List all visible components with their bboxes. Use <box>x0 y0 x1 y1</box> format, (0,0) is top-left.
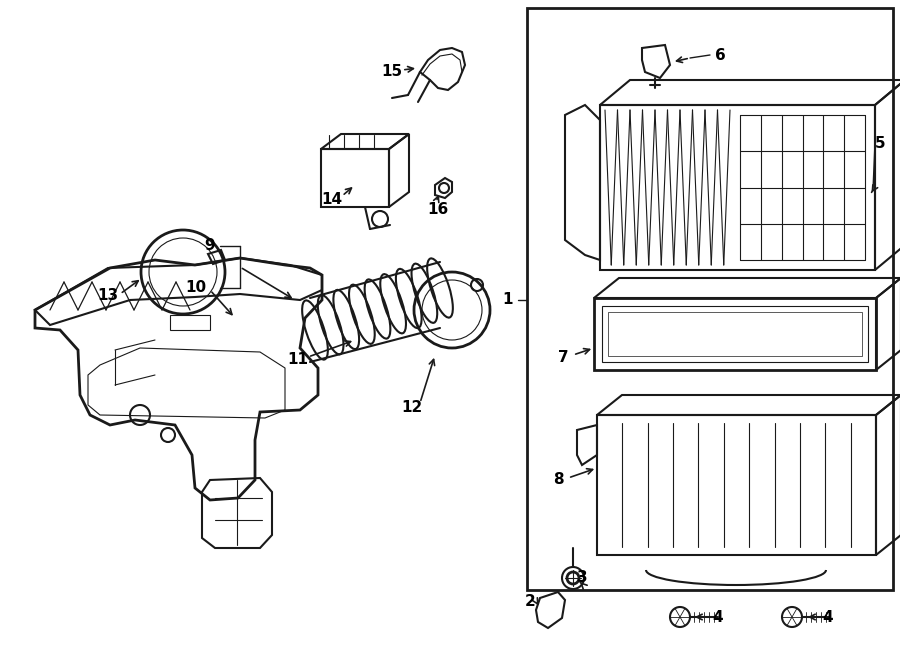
Text: 14: 14 <box>321 193 343 207</box>
Text: 12: 12 <box>401 401 423 416</box>
Text: 10: 10 <box>185 281 207 295</box>
Text: 4: 4 <box>713 610 724 624</box>
Text: 5: 5 <box>875 136 886 150</box>
Bar <box>527 8 893 590</box>
Text: 11: 11 <box>287 352 309 367</box>
Text: 15: 15 <box>382 64 402 79</box>
Text: 4: 4 <box>823 610 833 624</box>
Text: 8: 8 <box>553 473 563 487</box>
Text: 16: 16 <box>428 203 448 218</box>
Text: 2: 2 <box>525 594 535 608</box>
Text: 1: 1 <box>503 293 513 308</box>
Text: 7: 7 <box>558 350 568 365</box>
Text: 9: 9 <box>204 238 215 254</box>
Text: 6: 6 <box>715 48 725 62</box>
Text: 3: 3 <box>577 569 588 585</box>
Text: 13: 13 <box>97 289 119 303</box>
